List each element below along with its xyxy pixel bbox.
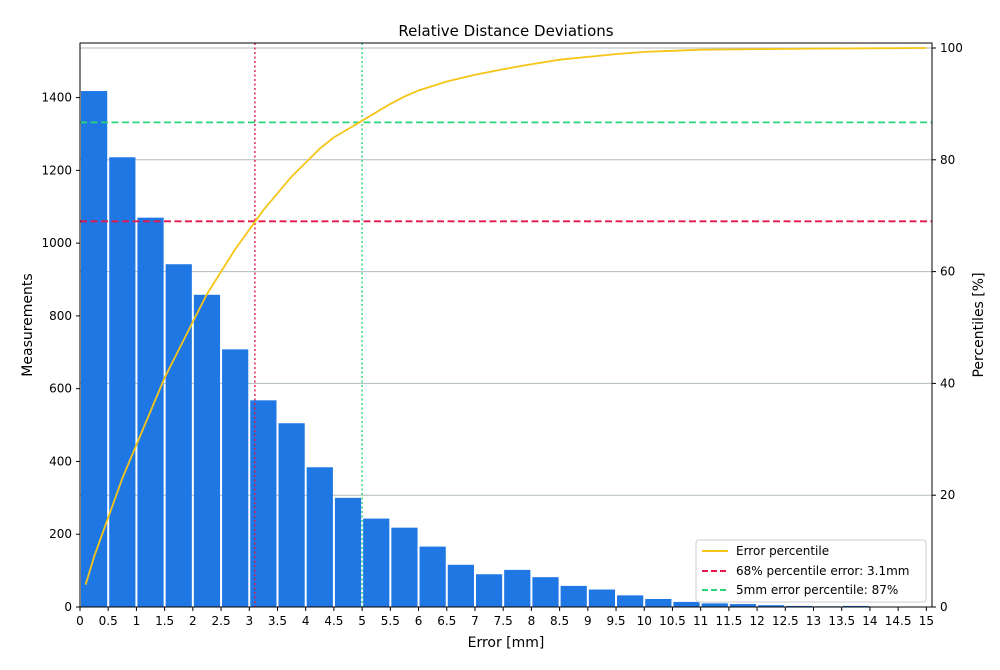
- x-axis-label: Error [mm]: [468, 635, 545, 651]
- percentile-line-layer: [84, 47, 927, 585]
- y-axis-right: 0 20 40 60 80 100: [932, 41, 963, 614]
- y-tick-label-1: 200: [49, 527, 72, 541]
- y2-tick-label-0: 0: [940, 600, 948, 614]
- x-tick-label-29: 14.5: [885, 614, 912, 628]
- x-tick-label-16: 8: [528, 614, 536, 628]
- x-tick-label-12: 6: [415, 614, 423, 628]
- reference-lines-layer: [80, 43, 932, 607]
- x-tick-label-8: 4: [302, 614, 310, 628]
- bar-0: [81, 91, 108, 608]
- y-tick-label-4: 800: [49, 309, 72, 323]
- bar-12: [419, 546, 446, 607]
- x-tick-label-18: 9: [584, 614, 592, 628]
- x-tick-label-6: 3: [245, 614, 253, 628]
- y2-tick-label-2: 40: [940, 376, 955, 390]
- bar-14: [475, 574, 503, 607]
- y-axis-label: Measurements: [20, 273, 36, 376]
- x-tick-label-13: 6.5: [437, 614, 456, 628]
- bar-8: [306, 467, 333, 607]
- bar-4: [193, 294, 221, 607]
- bar-27: [842, 605, 869, 607]
- legend-label-percentile: Error percentile: [736, 544, 829, 558]
- bar-24: [758, 605, 785, 607]
- y2-tick-label-4: 80: [940, 153, 955, 167]
- x-tick-label-24: 12: [749, 614, 764, 628]
- legend-label-5mm-percentile: 5mm error percentile: 87%: [736, 583, 898, 597]
- x-tick-label-2: 1: [133, 614, 141, 628]
- bar-3: [165, 264, 192, 607]
- bars-layer: [81, 91, 926, 608]
- series-line-0: [84, 47, 927, 585]
- y2-axis-label: Percentiles [%]: [971, 272, 987, 377]
- bar-1: [109, 157, 136, 607]
- x-tick-label-28: 14: [862, 614, 877, 628]
- x-tick-label-9: 4.5: [324, 614, 343, 628]
- bar-5: [222, 349, 249, 607]
- x-tick-label-5: 2.5: [212, 614, 231, 628]
- x-tick-label-27: 13.5: [828, 614, 855, 628]
- x-tick-label-3: 1.5: [155, 614, 174, 628]
- x-tick-label-15: 7.5: [494, 614, 513, 628]
- bar-13: [447, 564, 474, 607]
- legend: Error percentile 68% percentile error: 3…: [695, 539, 927, 603]
- bar-9: [334, 497, 362, 607]
- x-axis: 0 0.5 1 1.5 2 2.5 3 3.5 4 4.5 5 5.5 6 6.5 7 7.5 8 8.5 9 9.5…: [76, 607, 934, 628]
- y-axis-left: 0 200 400 600 800 1000 1200 1400: [41, 91, 80, 614]
- legend-box: [695, 539, 927, 603]
- bar-19: [617, 595, 644, 607]
- x-tick-label-14: 7: [471, 614, 479, 628]
- bar-10: [363, 518, 390, 607]
- x-tick-label-1: 0.5: [99, 614, 118, 628]
- y-tick-label-3: 600: [49, 382, 72, 396]
- bar-15: [504, 569, 531, 607]
- y-tick-label-0: 0: [64, 600, 72, 614]
- y-tick-label-5: 1000: [41, 236, 72, 250]
- y-tick-label-7: 1400: [41, 91, 72, 105]
- bar-11: [391, 527, 418, 607]
- chart-title: Relative Distance Deviations: [398, 22, 613, 40]
- x-tick-label-17: 8.5: [550, 614, 569, 628]
- x-tick-label-19: 9.5: [606, 614, 625, 628]
- bar-18: [588, 589, 616, 607]
- y2-tick-label-3: 60: [940, 265, 955, 279]
- x-tick-label-11: 5.5: [381, 614, 400, 628]
- bar-16: [532, 577, 559, 607]
- y2-tick-label-1: 20: [940, 488, 955, 502]
- bar-21: [673, 601, 700, 607]
- x-tick-label-4: 2: [189, 614, 197, 628]
- y-tick-label-6: 1200: [41, 163, 72, 177]
- x-tick-label-30: 15: [919, 614, 934, 628]
- x-tick-label-26: 13: [806, 614, 821, 628]
- y-tick-label-2: 400: [49, 454, 72, 468]
- bar-23: [729, 604, 757, 607]
- bar-7: [278, 423, 305, 607]
- bar-6: [250, 400, 277, 607]
- x-tick-label-7: 3.5: [268, 614, 287, 628]
- y2-tick-label-5: 100: [940, 41, 963, 55]
- bar-20: [645, 598, 672, 607]
- bar-25: [786, 605, 813, 607]
- legend-label-68-percentile: 68% percentile error: 3.1mm: [736, 564, 909, 578]
- bar-22: [701, 603, 728, 607]
- x-tick-label-10: 5: [358, 614, 366, 628]
- x-tick-label-22: 11: [693, 614, 708, 628]
- x-tick-label-23: 11.5: [716, 614, 743, 628]
- bar-17: [560, 585, 587, 607]
- x-tick-label-20: 10: [637, 614, 652, 628]
- plot-frame: [79, 42, 933, 608]
- x-tick-label-25: 12.5: [772, 614, 799, 628]
- x-tick-label-0: 0: [76, 614, 84, 628]
- x-tick-label-21: 10.5: [659, 614, 686, 628]
